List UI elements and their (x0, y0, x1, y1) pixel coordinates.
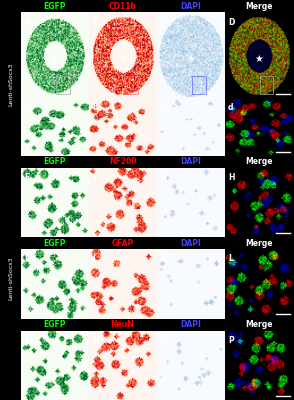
Text: ★: ★ (186, 54, 195, 64)
Text: I: I (24, 254, 27, 263)
Bar (124, 76, 138, 94)
Text: CD11b: CD11b (108, 2, 136, 11)
Text: Merge: Merge (245, 157, 272, 166)
Text: Lenti-shSocs3: Lenti-shSocs3 (9, 62, 14, 106)
Text: Merge: Merge (245, 239, 272, 248)
Text: DAPI: DAPI (180, 157, 201, 166)
Text: NF200: NF200 (109, 157, 136, 166)
Text: D: D (228, 18, 234, 27)
Text: Lenti-shSocs3: Lenti-shSocs3 (9, 256, 14, 300)
Text: N: N (92, 336, 98, 345)
Text: P: P (228, 336, 234, 345)
Text: DAPI: DAPI (180, 239, 201, 248)
Bar (192, 76, 206, 94)
Text: Merge: Merge (245, 320, 272, 329)
Text: M: M (24, 336, 32, 345)
Text: c: c (160, 103, 165, 112)
Text: E: E (24, 173, 29, 182)
Text: J: J (92, 254, 95, 263)
Text: ★: ★ (50, 54, 59, 64)
Text: L: L (228, 254, 233, 263)
Text: G: G (160, 173, 166, 182)
Text: K: K (160, 254, 166, 263)
Text: Merge: Merge (245, 2, 272, 11)
Text: A: A (24, 18, 30, 27)
Text: GFAP: GFAP (111, 239, 134, 248)
Text: H: H (228, 173, 234, 182)
Text: NeuN: NeuN (111, 320, 134, 329)
Text: EGFP: EGFP (43, 2, 66, 11)
Text: EGFP: EGFP (43, 239, 66, 248)
Text: EGFP: EGFP (43, 320, 66, 329)
Text: d: d (228, 103, 233, 112)
Bar (56, 76, 70, 94)
Text: EGFP: EGFP (43, 157, 66, 166)
Bar (260, 76, 273, 94)
Text: b: b (92, 103, 98, 112)
Text: ★: ★ (118, 54, 127, 64)
Text: a: a (24, 103, 29, 112)
Text: F: F (92, 173, 97, 182)
Text: C: C (160, 18, 166, 27)
Text: ★: ★ (254, 54, 263, 64)
Text: DAPI: DAPI (180, 320, 201, 329)
Text: B: B (92, 18, 98, 27)
Text: DAPI: DAPI (180, 2, 201, 11)
Text: O: O (160, 336, 166, 345)
